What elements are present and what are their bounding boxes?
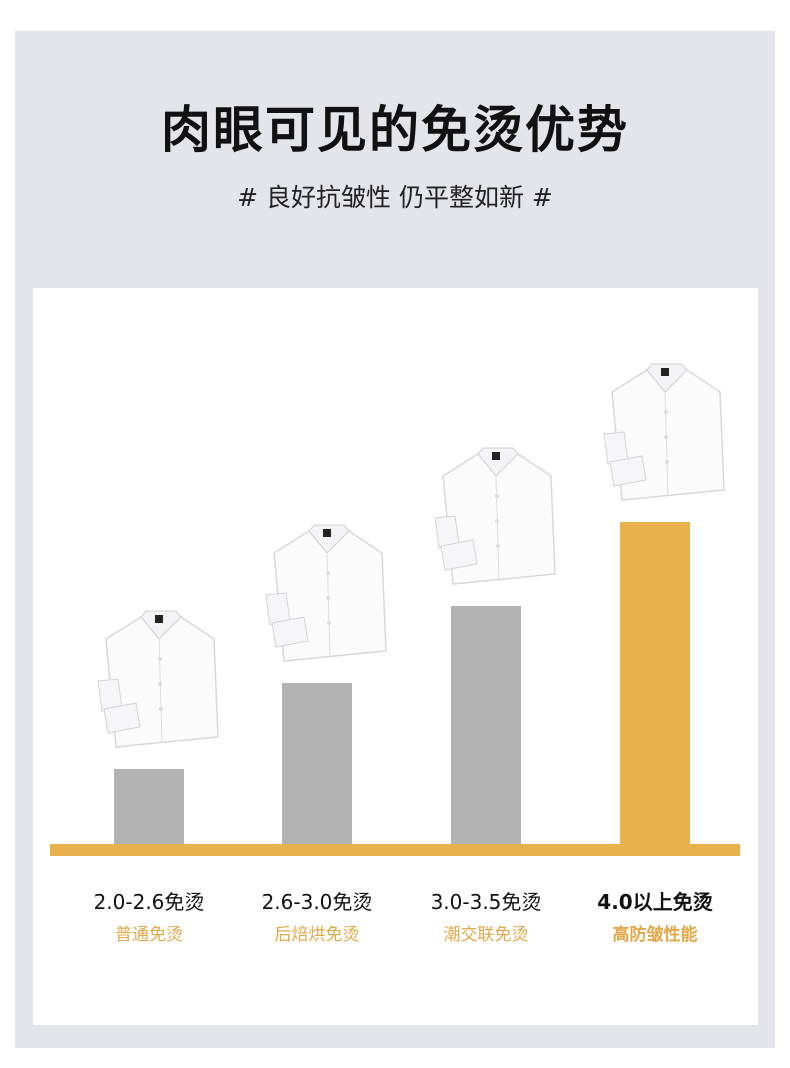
level-type-label: 普通免烫 (115, 925, 183, 945)
level-bar-1 (114, 769, 184, 844)
level-grade-label: 3.0-3.5免烫 (430, 890, 542, 914)
level-type-label: 后焙烘免烫 (274, 925, 360, 945)
level-grade-label: 4.0以上免烫 (597, 890, 713, 914)
baseline (50, 844, 740, 856)
level-grade-label: 2.6-3.0免烫 (261, 890, 373, 914)
level-type-label: 高防皱性能 (612, 925, 698, 945)
level-grade-label: 2.0-2.6免烫 (93, 890, 205, 914)
level-bar-2 (282, 683, 352, 844)
page-subtitle: # 良好抗皱性 仍平整如新 # (237, 183, 553, 212)
page-title: 肉眼可见的免烫优势 (161, 101, 629, 159)
level-type-label: 潮交联免烫 (443, 925, 529, 945)
white-shirt-icon (602, 362, 728, 504)
white-shirt-icon (433, 446, 559, 588)
level-bar-4 (620, 522, 690, 844)
white-shirt-icon (96, 609, 222, 751)
white-shirt-icon (264, 523, 390, 665)
level-bar-3 (451, 606, 521, 844)
